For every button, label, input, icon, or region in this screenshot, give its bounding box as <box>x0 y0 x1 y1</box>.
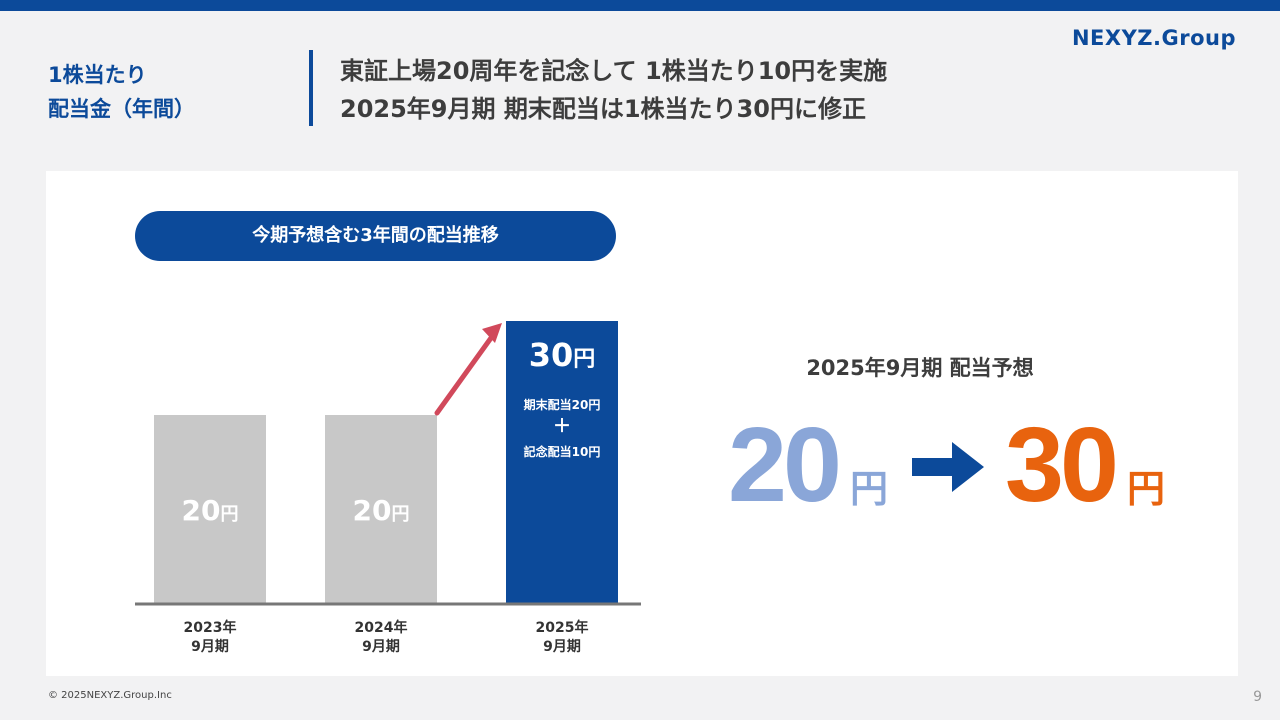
top-accent-bar <box>0 0 1280 11</box>
bar-value-label: 20円 <box>353 494 410 527</box>
section-label-line2: 配当金（年間） <box>48 97 195 121</box>
forecast-new-unit: 円 <box>1127 467 1166 511</box>
forecast-old-unit: 円 <box>850 467 889 511</box>
bar-breakdown-label: 記念配当10円 <box>524 444 601 459</box>
increase-arrow-head <box>482 323 502 343</box>
copyright: © 2025NEXYZ.Group.Inc <box>48 690 172 701</box>
x-tick-label: 9月期 <box>362 639 400 655</box>
bar-value-label: 30円 <box>529 336 596 374</box>
bar-breakdown-label: 期末配当20円 <box>524 397 601 412</box>
x-tick-label: 2023年 <box>184 619 237 636</box>
bar-value-label: 20円 <box>182 494 239 527</box>
x-tick-label: 9月期 <box>543 639 581 655</box>
page-number: 9 <box>1253 689 1262 705</box>
increase-arrow <box>434 328 499 416</box>
forecast-title: 2025年9月期 配当予想 <box>806 356 1034 380</box>
header-divider <box>309 50 313 126</box>
section-label-line1: 1株当たり <box>48 63 147 87</box>
right-arrow-icon <box>912 442 984 492</box>
headline: 東証上場20周年を記念して 1株当たり10円を実施 2025年9月期 期末配当は… <box>340 52 887 128</box>
bar-2 <box>325 415 437 603</box>
forecast-old-value: 20 <box>728 406 842 524</box>
x-tick-label: 2025年 <box>536 619 589 636</box>
x-tick-label: 9月期 <box>191 639 229 655</box>
bar-1 <box>154 415 266 603</box>
bar-3 <box>506 321 618 603</box>
headline-line2: 2025年9月期 期末配当は1株当たり30円に修正 <box>340 95 866 123</box>
chart-title-pill: 今期予想含む3年間の配当推移 <box>135 211 616 261</box>
company-logo: NEXYZ.Group <box>1071 26 1236 50</box>
forecast-new-value: 30 <box>1005 406 1119 524</box>
section-label: 1株当たり 配当金（年間） <box>48 58 195 126</box>
headline-line1: 東証上場20周年を記念して 1株当たり10円を実施 <box>340 57 888 85</box>
bar-breakdown-label: ＋ <box>553 416 571 437</box>
x-tick-label: 2024年 <box>355 619 408 636</box>
